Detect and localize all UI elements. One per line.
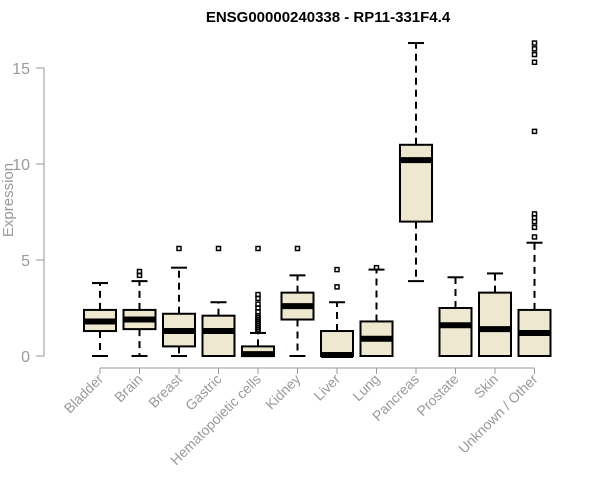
y-axis-ticks: 0 5 10 15 bbox=[12, 61, 44, 366]
outlier-point bbox=[373, 264, 380, 271]
outlier-point bbox=[531, 59, 538, 65]
outlier-point bbox=[215, 245, 222, 252]
box-hematopoietic-cells bbox=[241, 245, 275, 358]
box-gastric bbox=[201, 245, 236, 357]
iqr-box bbox=[201, 314, 236, 357]
outlier-point bbox=[334, 284, 340, 290]
x-tick-label: Liver bbox=[310, 371, 343, 404]
x-tick-label: Kidney bbox=[262, 371, 304, 413]
outlier-point bbox=[531, 40, 538, 46]
box-prostate bbox=[438, 276, 473, 357]
outlier-point bbox=[531, 128, 538, 135]
box-series bbox=[83, 40, 552, 359]
outlier-point bbox=[136, 268, 143, 275]
outlier-point bbox=[531, 46, 538, 52]
x-tick-label: Skin bbox=[471, 371, 502, 402]
x-tick-label: Breast bbox=[145, 371, 185, 411]
y-tick-label: 5 bbox=[21, 253, 30, 270]
x-tick-label: Lung bbox=[349, 371, 382, 404]
outlier-point bbox=[531, 234, 538, 240]
outlier-point bbox=[531, 211, 538, 217]
y-tick-label: 10 bbox=[12, 157, 30, 174]
x-tick-label: Prostate bbox=[413, 371, 461, 419]
iqr-box bbox=[438, 307, 473, 357]
box-bladder bbox=[83, 282, 117, 357]
iqr-box bbox=[320, 330, 354, 358]
box-liver bbox=[320, 266, 354, 359]
box-lung bbox=[359, 264, 394, 358]
outlier-point bbox=[255, 291, 261, 298]
outlier-point bbox=[531, 224, 538, 231]
box-breast bbox=[162, 245, 196, 357]
box-brain bbox=[122, 268, 157, 357]
y-tick-label: 0 bbox=[21, 349, 30, 366]
box-unknown-other bbox=[517, 40, 552, 358]
outlier-point bbox=[334, 266, 340, 273]
outlier-point bbox=[294, 245, 301, 252]
outlier-point bbox=[255, 301, 261, 307]
y-axis-label: Expression bbox=[0, 163, 17, 237]
outlier-point bbox=[176, 245, 182, 252]
iqr-box bbox=[478, 291, 512, 358]
box-kidney bbox=[280, 245, 315, 357]
x-tick-label: Bladder bbox=[61, 371, 107, 417]
x-tick-label: Brain bbox=[111, 371, 145, 405]
iqr-box bbox=[399, 143, 433, 223]
outlier-point bbox=[255, 245, 261, 252]
y-tick-label: 15 bbox=[12, 61, 30, 78]
box-pancreas bbox=[399, 42, 433, 283]
chart-title: ENSG00000240338 - RP11-331F4.4 bbox=[206, 9, 451, 26]
box-skin bbox=[478, 272, 512, 358]
outlier-point bbox=[531, 51, 538, 58]
